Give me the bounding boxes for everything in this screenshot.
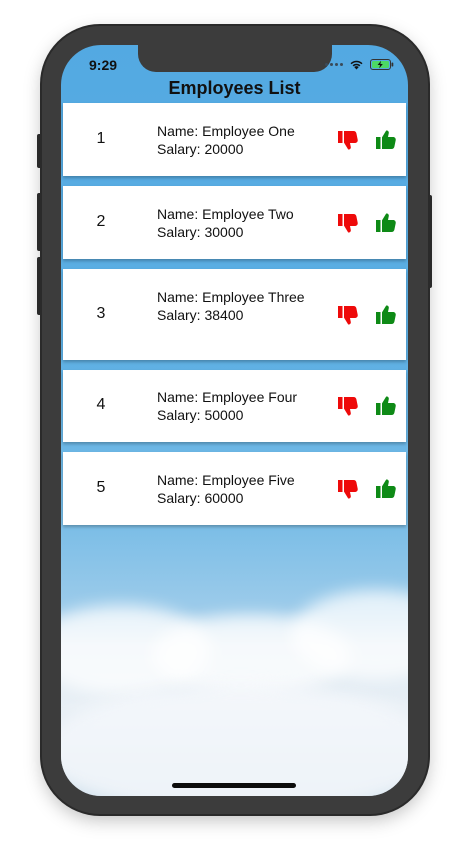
app-screen: 9:29 Employees List 1 Name: Employee One S… bbox=[61, 45, 408, 796]
home-indicator bbox=[172, 783, 296, 788]
employee-name: Name: Employee Five bbox=[157, 471, 295, 488]
thumbs-down-icon[interactable] bbox=[336, 303, 360, 327]
notch bbox=[138, 45, 332, 72]
employee-info: Name: Employee Two Salary: 30000 bbox=[157, 205, 322, 241]
status-icons bbox=[325, 59, 394, 70]
employee-salary: Salary: 38400 bbox=[157, 306, 244, 323]
employee-index: 1 bbox=[96, 129, 106, 147]
employee-card: 5 Name: Employee Five Salary: 60000 bbox=[63, 452, 406, 525]
page-title: Employees List bbox=[168, 78, 301, 98]
employee-card: 4 Name: Employee Four Salary: 50000 bbox=[63, 370, 406, 442]
employee-info: Name: Employee Five Salary: 60000 bbox=[157, 471, 322, 507]
thumbs-up-icon[interactable] bbox=[374, 211, 398, 235]
thumbs-up-icon[interactable] bbox=[374, 128, 398, 152]
employee-salary: Salary: 20000 bbox=[157, 140, 244, 157]
employee-name: Name: Employee Three bbox=[157, 288, 305, 305]
employee-info: Name: Employee One Salary: 20000 bbox=[157, 122, 322, 158]
volume-up-button bbox=[37, 193, 42, 251]
employee-card: 3 Name: Employee Three Salary: 38400 bbox=[63, 269, 406, 360]
employee-info: Name: Employee Three Salary: 38400 bbox=[157, 288, 322, 324]
employee-index: 5 bbox=[96, 478, 106, 496]
thumbs-down-icon[interactable] bbox=[336, 128, 360, 152]
employee-name: Name: Employee One bbox=[157, 122, 295, 139]
employee-info: Name: Employee Four Salary: 50000 bbox=[157, 388, 322, 424]
status-time: 9:29 bbox=[89, 57, 118, 73]
employee-card: 1 Name: Employee One Salary: 20000 bbox=[63, 103, 406, 176]
employee-name: Name: Employee Four bbox=[157, 389, 298, 405]
volume-down-button bbox=[37, 257, 42, 315]
wifi-icon bbox=[350, 60, 363, 70]
thumbs-up-icon[interactable] bbox=[374, 477, 398, 501]
thumbs-up-icon[interactable] bbox=[374, 394, 398, 418]
employee-salary: Salary: 50000 bbox=[157, 407, 244, 423]
mute-switch bbox=[37, 134, 42, 168]
employee-index: 3 bbox=[96, 304, 106, 322]
thumbs-down-icon[interactable] bbox=[336, 477, 360, 501]
battery-charging-icon bbox=[370, 59, 394, 70]
employee-index: 2 bbox=[96, 212, 106, 230]
thumbs-down-icon[interactable] bbox=[336, 394, 360, 418]
power-button bbox=[427, 195, 432, 288]
thumbs-up-icon[interactable] bbox=[374, 303, 398, 327]
cloud-bg bbox=[61, 685, 408, 796]
employee-salary: Salary: 30000 bbox=[157, 223, 244, 240]
thumbs-down-icon[interactable] bbox=[336, 211, 360, 235]
employee-name: Name: Employee Two bbox=[157, 205, 294, 222]
employee-index: 4 bbox=[96, 396, 106, 413]
employee-salary: Salary: 60000 bbox=[157, 489, 244, 506]
cellular-signal-icon bbox=[325, 63, 343, 66]
employee-card: 2 Name: Employee Two Salary: 30000 bbox=[63, 186, 406, 259]
